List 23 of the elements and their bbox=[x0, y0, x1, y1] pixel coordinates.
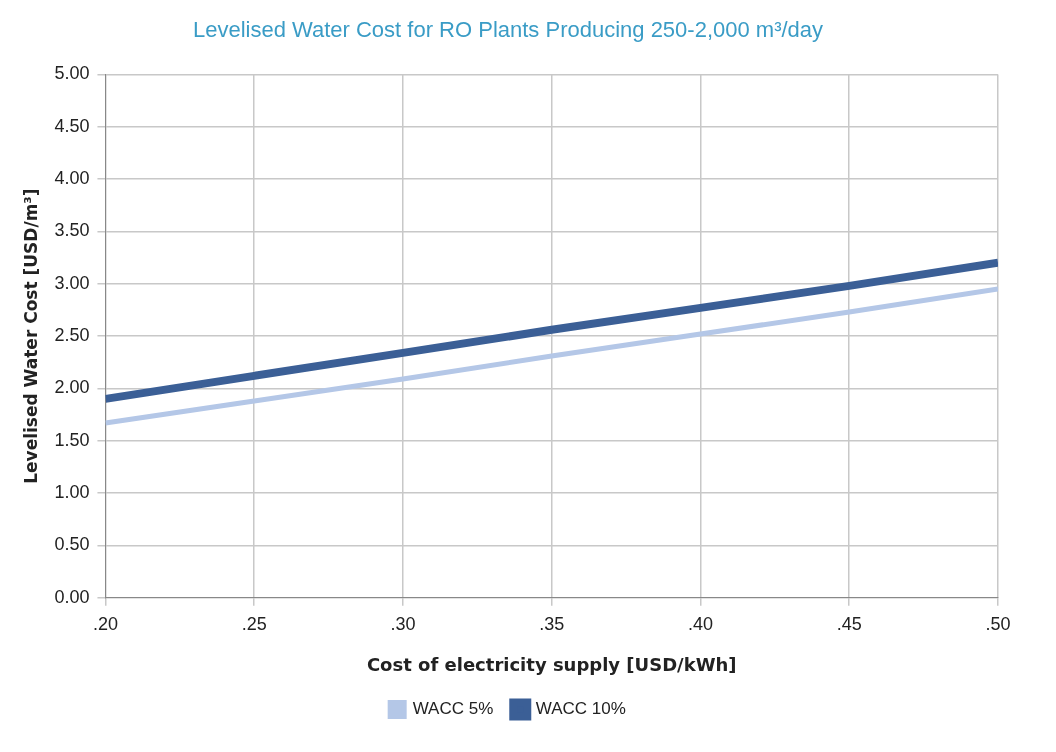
x-tick-label: .20 bbox=[92, 613, 118, 634]
x-tick-label: .35 bbox=[539, 613, 565, 634]
legend-label: WACC 5% bbox=[412, 699, 494, 719]
y-tick-label: 2.00 bbox=[54, 377, 90, 398]
chart-title: Levelised Water Cost for RO Plants Producing 250-2,000 m³/day bbox=[192, 17, 824, 43]
x-tick-label: .50 bbox=[985, 613, 1011, 634]
y-axis-title: Levelised Water Cost [USD/m³] bbox=[20, 188, 41, 484]
y-tick-label: 4.50 bbox=[54, 115, 90, 136]
y-tick-label: 1.50 bbox=[54, 429, 90, 450]
x-tick-label: .40 bbox=[687, 613, 713, 634]
y-tick-label: 4.00 bbox=[54, 168, 90, 189]
y-tick-label: 0.50 bbox=[54, 534, 90, 555]
y-tick-label: 0.00 bbox=[54, 586, 90, 607]
y-tick-label: 3.50 bbox=[54, 220, 90, 241]
x-tick-label: .25 bbox=[241, 613, 267, 634]
x-tick-label: .45 bbox=[836, 613, 862, 634]
y-tick-label: 3.00 bbox=[54, 272, 90, 293]
x-tick-label: .30 bbox=[390, 613, 416, 634]
y-tick-label: 5.00 bbox=[54, 63, 90, 84]
y-tick-label: 1.00 bbox=[54, 482, 90, 503]
y-tick-label: 2.50 bbox=[54, 325, 90, 346]
x-axis-title: Cost of electricity supply [USD/kWh] bbox=[366, 653, 737, 675]
legend-label: WACC 10% bbox=[535, 699, 626, 719]
